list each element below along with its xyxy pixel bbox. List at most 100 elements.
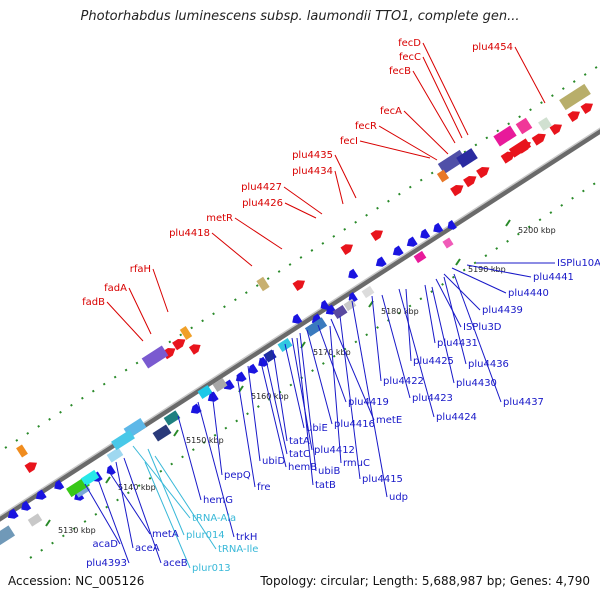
forward-gene-arrow — [549, 124, 563, 136]
label-leader-line — [154, 455, 217, 550]
label-leader-line — [284, 202, 317, 219]
forward-gene-arrow — [500, 151, 515, 164]
label-leader-line — [291, 337, 313, 451]
label-leader-line — [424, 284, 436, 344]
gene-label-plu4430: plu4430 — [456, 378, 497, 389]
gene-label-hemb: hemB — [288, 462, 317, 473]
gene-label-meta: metA — [152, 529, 179, 540]
gene-box — [436, 169, 450, 183]
label-leader-line — [197, 401, 235, 538]
reverse-gene-arrow — [447, 220, 457, 230]
gene-label-udp: udp — [389, 492, 408, 503]
label-leader-line — [107, 469, 151, 535]
tick-label: 5190 kbp — [468, 265, 506, 274]
label-leader-line — [435, 278, 462, 328]
gene-box — [559, 83, 591, 111]
gene-box — [141, 345, 169, 369]
forward-gene-arrow — [292, 280, 306, 292]
gene-label-plu4423: plu4423 — [412, 393, 453, 404]
label-leader-line — [296, 337, 314, 486]
gene-label-isplu10a: ISPlu10A — [557, 258, 600, 269]
label-leader-line — [443, 276, 467, 365]
gene-label-fadb: fadB — [82, 297, 105, 308]
gene-box — [332, 304, 348, 320]
reverse-gene-arrow — [7, 508, 19, 519]
track-guides — [4, 64, 600, 559]
topology-text: Topology: circular; Length: 5,688,987 bp… — [260, 574, 590, 588]
forward-gene-arrow — [370, 230, 384, 242]
label-leader-line — [412, 70, 456, 144]
label-leader-line — [236, 374, 256, 488]
label-leader-line — [272, 349, 288, 442]
gene-label-fecd: fecD — [398, 38, 421, 49]
gene-label-plu4436: plu4436 — [468, 359, 509, 370]
label-leader-line — [378, 125, 438, 161]
reverse-gene-arrow — [223, 379, 235, 390]
gene-box — [197, 384, 213, 400]
gene-label-plur013: plur013 — [192, 563, 231, 574]
gene-label-ubid: ubiD — [262, 456, 285, 467]
gene-label-plu4416: plu4416 — [334, 419, 375, 430]
gene-label-feci: fecI — [340, 136, 358, 147]
reverse-gene-arrow — [21, 500, 32, 511]
gene-label-plu4412: plu4412 — [314, 445, 355, 456]
gene-label-ubib: ubiB — [318, 466, 340, 477]
label-leader-line — [351, 300, 388, 498]
reverse-gene-arrow — [292, 313, 303, 324]
label-leader-line — [144, 461, 191, 569]
gene-label-plu4393: plu4393 — [86, 558, 127, 569]
gene-box — [0, 525, 16, 551]
gene-label-fre: fre — [257, 482, 271, 493]
gene-features — [0, 83, 594, 551]
reverse-gene-arrow — [375, 256, 387, 267]
label-leader-line — [398, 288, 435, 418]
gene-label-tatb: tatB — [315, 480, 336, 491]
gene-label-plu4425: plu4425 — [413, 356, 454, 367]
label-leader-line — [334, 170, 344, 205]
gene-label-tatc: tatC — [289, 449, 310, 460]
gene-label-plu4418: plu4418 — [169, 228, 210, 239]
gene-box — [515, 117, 533, 135]
gene-label-plu4422: plu4422 — [383, 376, 424, 387]
tick-label: 5180 kbp — [381, 307, 419, 316]
gene-box — [106, 447, 124, 463]
gene-label-mete: metE — [376, 415, 402, 426]
gene-label-plu4441: plu4441 — [533, 272, 574, 283]
gene-label-fada: fadA — [104, 283, 127, 294]
gene-label-isplu3d: ISPlu3D — [463, 322, 502, 333]
reverse-gene-arrow — [106, 465, 116, 475]
gene-label-metr: metR — [206, 213, 233, 224]
label-leader-line — [97, 478, 130, 564]
gene-label-trna-ile: tRNA-Ile — [218, 544, 258, 555]
gene-label-feca: fecA — [380, 106, 402, 117]
gene-label-aceb: aceB — [163, 558, 188, 569]
label-leader-line — [371, 295, 382, 382]
tick-label: 5200 kbp — [518, 226, 556, 235]
gene-box — [413, 250, 427, 264]
label-leader-line — [123, 457, 162, 564]
gene-label-plu4437: plu4437 — [503, 397, 544, 408]
accession-text: Accession: NC_005126 — [8, 574, 145, 588]
tick-mark — [505, 219, 511, 227]
forward-gene-arrow — [172, 338, 186, 351]
reverse-gene-arrow — [348, 292, 358, 302]
gene-box — [493, 125, 517, 147]
label-leader-line — [299, 332, 317, 472]
gene-label-plu4439: plu4439 — [482, 305, 523, 316]
gene-box — [111, 429, 135, 451]
tick-label: 5150 kbp — [186, 436, 224, 445]
forward-gene-arrow — [531, 133, 546, 146]
map-title: Photorhabdus luminescens subsp. laumondi… — [80, 9, 520, 24]
label-leader-line — [443, 273, 481, 311]
label-leader-line — [329, 325, 342, 464]
gene-label-plu4427: plu4427 — [241, 182, 282, 193]
reverse-gene-arrow — [54, 479, 65, 490]
reverse-gene-arrow — [348, 268, 359, 279]
label-leader-line — [259, 357, 287, 468]
forward-gene-arrow — [580, 103, 594, 115]
gene-box — [343, 298, 357, 312]
label-leader-line — [128, 287, 152, 335]
gene-box — [442, 237, 454, 249]
